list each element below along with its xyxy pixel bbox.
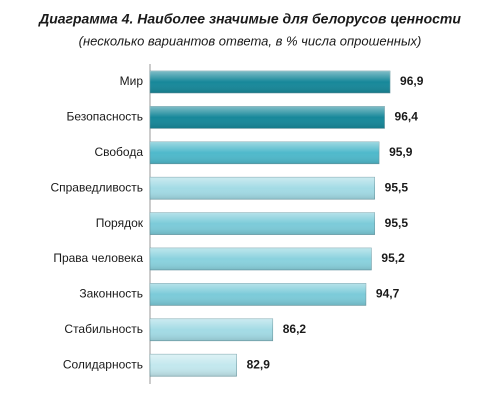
value-label: 95,2 — [381, 251, 405, 265]
category-label: Порядок — [96, 216, 144, 230]
value-label: 96,4 — [395, 110, 419, 124]
bar — [149, 106, 385, 129]
bar — [149, 247, 372, 271]
category-label: Безопасность — [66, 110, 143, 124]
chart-title: Диаграмма 4. Наиболее значимые для белор… — [38, 11, 461, 27]
category-label: Права человека — [53, 251, 143, 265]
value-label: 86,2 — [283, 322, 307, 336]
category-label: Стабильность — [64, 322, 143, 336]
value-label: 82,9 — [247, 357, 271, 371]
category-label: Законность — [79, 287, 143, 301]
value-label: 95,5 — [385, 216, 409, 230]
category-label: Свобода — [94, 145, 143, 159]
category-label: Солидарность — [63, 357, 143, 371]
bar — [149, 176, 375, 200]
value-label: 95,5 — [385, 180, 409, 194]
category-label: Мир — [120, 74, 144, 88]
value-label: 95,9 — [389, 145, 413, 159]
category-label: Справедливость — [50, 180, 143, 194]
bar — [149, 283, 367, 306]
bar — [149, 353, 237, 377]
bar — [149, 212, 375, 235]
bar — [149, 318, 274, 342]
value-label: 94,7 — [376, 287, 400, 301]
value-label: 96,9 — [400, 74, 424, 88]
bar — [149, 70, 391, 94]
bar — [149, 141, 380, 165]
chart-subtitle: (несколько вариантов ответа, в % числа о… — [79, 33, 422, 48]
